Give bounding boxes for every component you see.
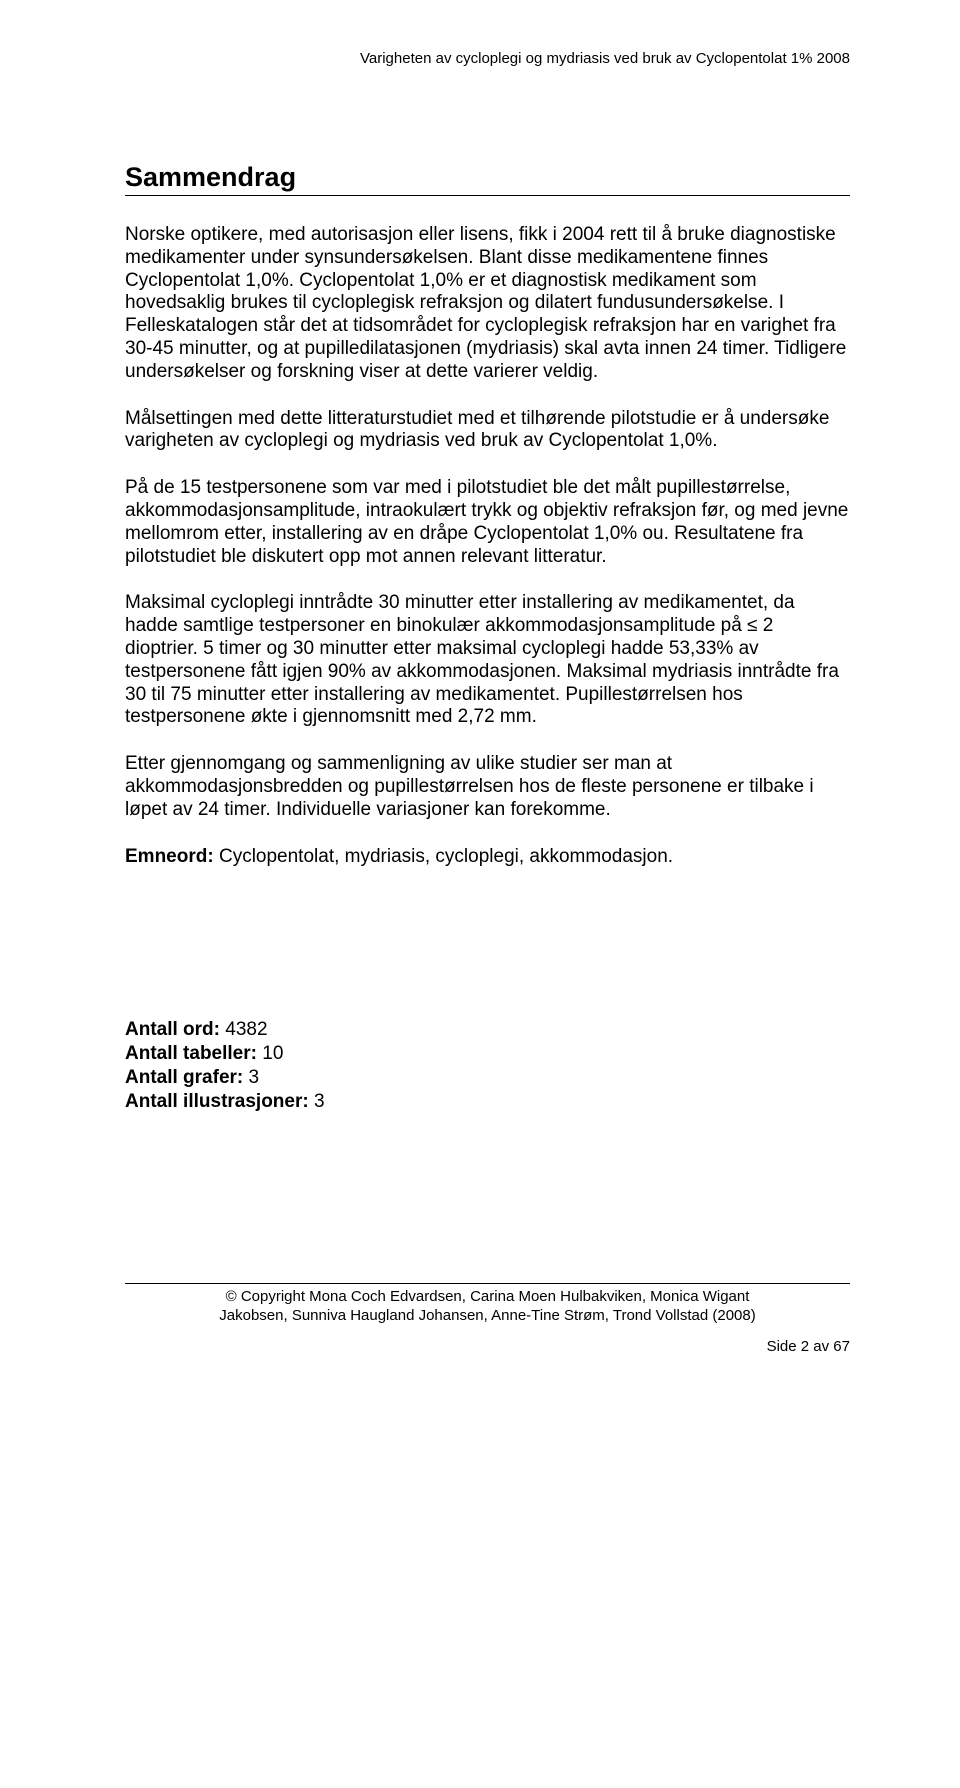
keywords-label: Emneord: (125, 846, 214, 867)
running-header: Varigheten av cycloplegi og mydriasis ve… (125, 50, 850, 67)
keywords-text: Cyclopentolat, mydriasis, cycloplegi, ak… (219, 846, 673, 867)
counts-block: Antall ord: 4382 Antall tabeller: 10 Ant… (125, 1018, 850, 1113)
copyright-footer: © Copyright Mona Coch Edvardsen, Carina … (125, 1283, 850, 1326)
count-label: Antall grafer: (125, 1067, 243, 1088)
keywords-line: Emneord: Cyclopentolat, mydriasis, cyclo… (125, 846, 850, 869)
count-label: Antall tabeller: (125, 1043, 257, 1064)
count-row: Antall ord: 4382 (125, 1018, 850, 1042)
count-row: Antall tabeller: 10 (125, 1042, 850, 1066)
count-value: 10 (262, 1043, 283, 1064)
count-label: Antall ord: (125, 1019, 220, 1040)
paragraph: På de 15 testpersonene som var med i pil… (125, 477, 850, 568)
count-row: Antall grafer: 3 (125, 1066, 850, 1090)
count-value: 4382 (225, 1019, 267, 1040)
count-row: Antall illustrasjoner: 3 (125, 1090, 850, 1114)
document-page: Varigheten av cycloplegi og mydriasis ve… (0, 0, 960, 1395)
count-label: Antall illustrasjoner: (125, 1091, 309, 1112)
paragraph: Etter gjennomgang og sammenligning av ul… (125, 753, 850, 821)
footer-line: Jakobsen, Sunniva Haugland Johansen, Ann… (125, 1307, 850, 1326)
paragraph: Målsettingen med dette litteraturstudiet… (125, 408, 850, 454)
paragraph: Norske optikere, med autorisasjon eller … (125, 224, 850, 384)
page-number: Side 2 av 67 (125, 1338, 850, 1355)
count-value: 3 (314, 1091, 325, 1112)
count-value: 3 (249, 1067, 260, 1088)
paragraph: Maksimal cycloplegi inntrådte 30 minutte… (125, 592, 850, 729)
section-title: Sammendrag (125, 162, 850, 196)
footer-line: © Copyright Mona Coch Edvardsen, Carina … (125, 1288, 850, 1307)
